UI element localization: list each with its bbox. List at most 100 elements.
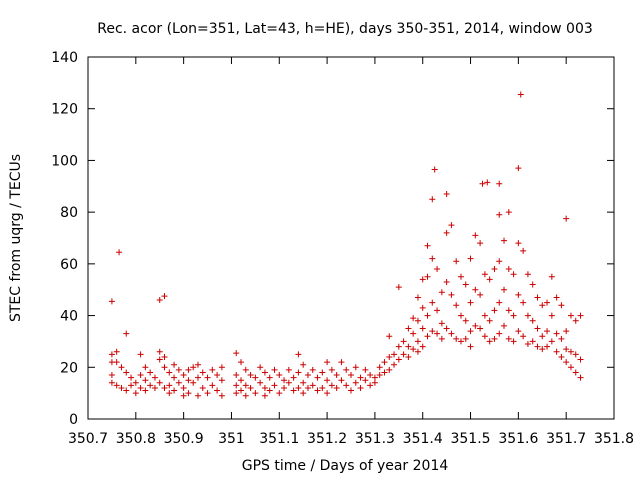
data-point: [171, 387, 178, 394]
data-point: [271, 382, 278, 389]
data-point: [204, 374, 211, 381]
data-point: [484, 179, 491, 186]
data-point: [214, 387, 221, 394]
data-point: [304, 384, 311, 391]
data-point: [391, 351, 398, 358]
data-point: [367, 372, 374, 379]
data-point: [108, 298, 115, 305]
data-point: [128, 382, 135, 389]
data-point: [443, 191, 450, 198]
data-point: [118, 384, 125, 391]
data-point: [558, 302, 565, 309]
data-point: [577, 312, 584, 319]
data-point: [429, 255, 436, 262]
data-point: [371, 379, 378, 386]
data-point: [419, 276, 426, 283]
data-point: [472, 322, 479, 329]
data-point: [238, 359, 245, 366]
x-tick-label: 351.6: [498, 431, 538, 447]
y-tick-label: 80: [60, 205, 78, 221]
data-point: [242, 392, 249, 399]
data-point: [175, 379, 182, 386]
data-point: [190, 364, 197, 371]
data-point: [534, 325, 541, 332]
data-point: [391, 361, 398, 368]
data-point: [563, 215, 570, 222]
data-point: [261, 369, 268, 376]
data-point: [405, 353, 412, 360]
x-tick-label: 351.5: [450, 431, 490, 447]
data-point: [496, 258, 503, 265]
data-point: [395, 343, 402, 350]
data-point: [567, 364, 574, 371]
data-point: [209, 366, 216, 373]
data-point: [443, 278, 450, 285]
x-tick-label: 351.7: [546, 431, 586, 447]
data-point: [472, 286, 479, 293]
data-point: [166, 382, 173, 389]
data-point: [314, 374, 321, 381]
data-point: [357, 384, 364, 391]
data-point: [434, 307, 441, 314]
data-point: [424, 273, 431, 280]
data-point: [108, 351, 115, 358]
data-point: [539, 333, 546, 340]
data-point: [238, 377, 245, 384]
data-point: [214, 372, 221, 379]
data-point: [242, 366, 249, 373]
data-point: [194, 374, 201, 381]
data-point: [261, 384, 268, 391]
data-point: [457, 338, 464, 345]
data-point: [501, 322, 508, 329]
data-point: [491, 335, 498, 342]
data-point: [486, 338, 493, 345]
y-tick-label: 20: [60, 360, 78, 376]
data-point: [348, 387, 354, 394]
data-point: [300, 390, 307, 397]
data-point: [161, 364, 168, 371]
data-point: [486, 276, 493, 283]
data-point: [419, 325, 426, 332]
data-point: [142, 387, 149, 394]
data-point: [132, 379, 139, 386]
x-tick-label: 351.1: [259, 431, 299, 447]
data-point: [496, 299, 503, 306]
data-point: [271, 366, 278, 373]
data-point: [572, 351, 579, 358]
data-point: [281, 377, 288, 384]
data-point: [142, 377, 149, 384]
data-point: [486, 317, 493, 324]
x-axis-title: GPS time / Days of year 2014: [242, 458, 449, 474]
data-point: [457, 312, 464, 319]
data-point: [233, 382, 240, 389]
data-point: [457, 273, 464, 280]
x-tick-label: 351.2: [307, 431, 347, 447]
data-point: [429, 196, 436, 203]
x-tick-label: 350.7: [68, 431, 108, 447]
data-point: [544, 299, 551, 306]
y-tick-label: 120: [51, 102, 78, 118]
data-point: [448, 291, 455, 298]
data-point: [285, 379, 292, 386]
data-point: [481, 271, 488, 278]
data-point: [520, 333, 527, 340]
data-point: [381, 369, 388, 376]
data-point: [185, 366, 192, 373]
data-point: [123, 330, 130, 337]
data-point: [467, 328, 474, 335]
data-point: [185, 377, 192, 384]
data-point: [539, 346, 546, 353]
data-point: [539, 302, 546, 309]
plot-frame: [87, 56, 615, 420]
data-point: [443, 325, 450, 332]
data-point: [577, 356, 584, 363]
data-point: [233, 372, 240, 379]
data-point: [132, 390, 139, 397]
data-point: [405, 343, 412, 350]
data-point: [424, 242, 431, 249]
data-point: [108, 372, 115, 379]
data-point: [501, 237, 508, 244]
data-point: [515, 328, 522, 335]
data-point: [548, 273, 555, 280]
data-point: [333, 372, 340, 379]
